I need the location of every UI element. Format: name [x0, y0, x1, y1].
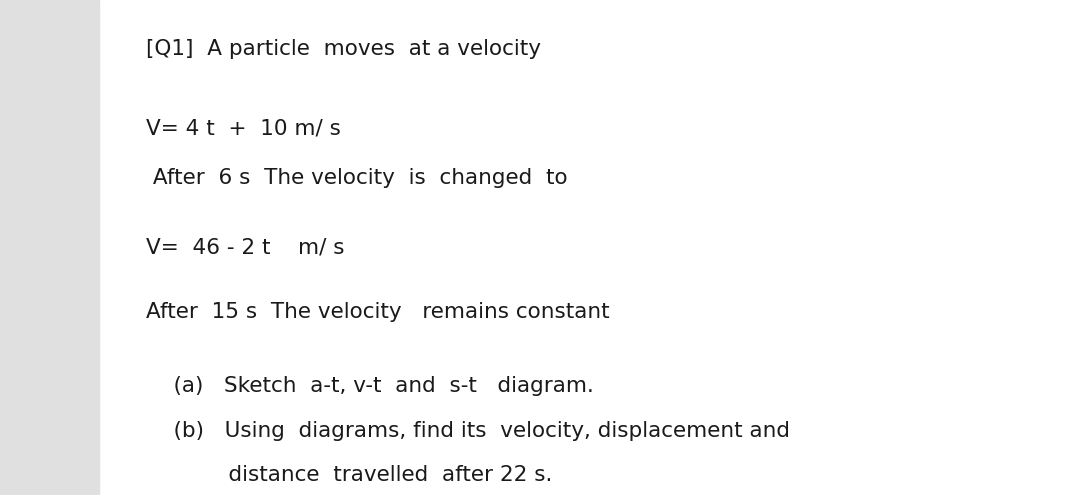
Text: (a)   Sketch  a-t, v-t  and  s-t   diagram.: (a) Sketch a-t, v-t and s-t diagram.: [146, 376, 594, 396]
Bar: [0, 0, 99, 495]
Text: After  6 s  The velocity  is  changed  to: After 6 s The velocity is changed to: [146, 168, 567, 188]
Text: V= 4 t  +  10 m/ s: V= 4 t + 10 m/ s: [146, 119, 340, 139]
Text: (b)   Using  diagrams, find its  velocity, displacement and: (b) Using diagrams, find its velocity, d…: [146, 421, 789, 441]
Text: [Q1]  A particle  moves  at a velocity: [Q1] A particle moves at a velocity: [146, 40, 541, 59]
Text: After  15 s  The velocity   remains constant: After 15 s The velocity remains constant: [146, 302, 609, 322]
Text: V=  46 - 2 t    m/ s: V= 46 - 2 t m/ s: [146, 238, 345, 257]
Text: distance  travelled  after 22 s.: distance travelled after 22 s.: [146, 465, 552, 485]
